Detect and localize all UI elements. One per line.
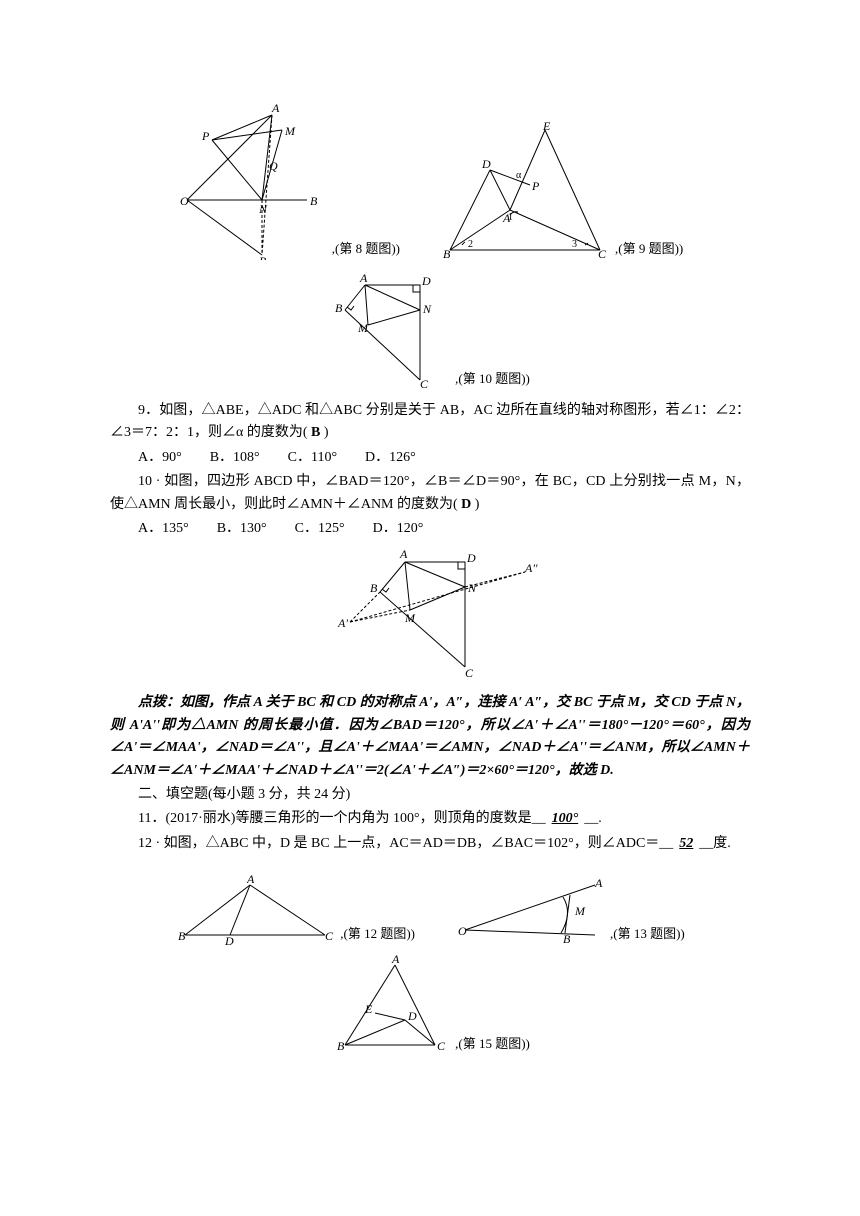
figure-row-8-9: A M P Q O N B R ,(第 8 题图)) xyxy=(110,100,750,260)
svg-text:1: 1 xyxy=(508,212,513,223)
figure-9: E D P α A B C 1 2 3 ,(第 9 题图)) xyxy=(440,120,683,260)
figure-row-15: A E D B C ,(第 15 题图)) xyxy=(110,955,750,1055)
figure-12: A B D C ,(第 12 题图)) xyxy=(175,875,415,945)
figure-12-caption: ,(第 12 题图)) xyxy=(340,924,415,945)
svg-text:E: E xyxy=(364,1002,373,1016)
svg-text:B: B xyxy=(563,932,571,945)
q9-stem: 9．如图，△ABE，△ADC 和△ABC 分别是关于 AB，AC 边所在直线的轴… xyxy=(110,403,750,440)
q10-text: 10 · 如图，四边形 ABCD 中，∠BAD＝120°，∠B＝∠D＝90°，在… xyxy=(110,471,750,516)
q10-answer: D xyxy=(461,497,471,512)
svg-text:α: α xyxy=(516,170,522,181)
svg-text:B: B xyxy=(178,929,186,943)
figure-13: O A M B ,(第 13 题图)) xyxy=(455,875,685,945)
figure-13-svg: O A M B xyxy=(455,875,605,945)
svg-text:B: B xyxy=(370,581,378,595)
svg-text:D: D xyxy=(421,274,431,288)
figure-8: A M P Q O N B R ,(第 8 题图)) xyxy=(177,100,400,260)
q11-text: 11．(2017·丽水)等腰三角形的一个内角为 100°，则顶角的度数是__10… xyxy=(110,808,750,830)
svg-text:A: A xyxy=(246,875,255,886)
svg-text:A: A xyxy=(594,876,603,890)
svg-text:Q: Q xyxy=(269,159,278,173)
svg-text:D: D xyxy=(466,551,476,565)
svg-text:A: A xyxy=(271,101,280,115)
svg-text:D: D xyxy=(224,934,234,945)
svg-text:N: N xyxy=(258,202,268,216)
figure-10-caption: ,(第 10 题图)) xyxy=(455,369,530,390)
q9-options: A．90° B．108° C．110° D．126° xyxy=(110,447,750,469)
svg-text:R: R xyxy=(258,254,267,260)
svg-text:O: O xyxy=(180,194,189,208)
figure-8-caption: ,(第 8 题图)) xyxy=(332,239,400,260)
figure-12-svg: A B D C xyxy=(175,875,335,945)
q12-answer: 52 xyxy=(673,836,699,851)
svg-text:A: A xyxy=(391,955,400,966)
svg-text:C: C xyxy=(598,247,607,260)
q9-end: ) xyxy=(320,425,328,440)
section-2-heading: 二、填空题(每小题 3 分，共 24 分) xyxy=(110,784,750,806)
svg-text:B: B xyxy=(310,194,318,208)
svg-text:D: D xyxy=(481,157,491,171)
q9-answer: B xyxy=(311,425,320,440)
svg-text:M: M xyxy=(574,904,586,918)
svg-text:2: 2 xyxy=(468,239,473,250)
svg-text:O: O xyxy=(458,924,467,938)
svg-text:C: C xyxy=(465,666,474,680)
svg-text:A: A xyxy=(359,271,368,285)
svg-text:M: M xyxy=(357,321,369,335)
svg-text:C: C xyxy=(325,929,334,943)
figure-9-svg: E D P α A B C 1 2 3 xyxy=(440,120,610,260)
svg-text:D: D xyxy=(407,1009,417,1023)
svg-text:A: A xyxy=(399,547,408,561)
figure-13-caption: ,(第 13 题图)) xyxy=(610,924,685,945)
svg-text:N: N xyxy=(422,302,432,316)
q12-text: 12 · 如图，△ABC 中，D 是 BC 上一点，AC＝AD＝DB，∠BAC＝… xyxy=(110,833,750,855)
q10-end: ) xyxy=(471,497,479,512)
q10-options: A．135° B．130° C．125° D．120° xyxy=(110,518,750,540)
q11-end: __. xyxy=(584,811,602,826)
figure-10-svg: A D B N M C xyxy=(330,270,450,390)
svg-text:C: C xyxy=(420,377,429,390)
figure-15-caption: ,(第 15 题图)) xyxy=(455,1034,530,1055)
q9-text: 9．如图，△ABE，△ADC 和△ABC 分别是关于 AB，AC 边所在直线的轴… xyxy=(110,400,750,445)
explanation-text: 点拨：如图，作点 A 关于 BC 和 CD 的对称点 A'，A″，连接 A′ A… xyxy=(110,692,750,782)
svg-text:A'': A'' xyxy=(524,561,538,575)
svg-text:B: B xyxy=(443,247,451,260)
q10-stem: 10 · 如图，四边形 ABCD 中，∠BAD＝120°，∠B＝∠D＝90°，在… xyxy=(110,474,750,511)
figure-row-10b: A D B N M C A' A'' xyxy=(110,542,750,682)
svg-text:3: 3 xyxy=(572,239,577,250)
svg-text:M: M xyxy=(284,124,296,138)
figure-10b-svg: A D B N M C A' A'' xyxy=(320,542,540,682)
svg-text:A': A' xyxy=(337,616,348,630)
svg-text:B: B xyxy=(335,301,343,315)
svg-text:M: M xyxy=(404,611,416,625)
figure-row-10: A D B N M C ,(第 10 题图)) xyxy=(110,270,750,390)
figure-8-svg: A M P Q O N B R xyxy=(177,100,327,260)
figure-row-12-13: A B D C ,(第 12 题图)) O A M B ,(第 13 题图)) xyxy=(110,875,750,945)
q12-stem: 12 · 如图，△ABC 中，D 是 BC 上一点，AC＝AD＝DB，∠BAC＝… xyxy=(138,836,673,851)
figure-15-svg: A E D B C xyxy=(330,955,450,1055)
svg-text:P: P xyxy=(201,129,210,143)
svg-text:E: E xyxy=(542,120,551,133)
figure-15: A E D B C ,(第 15 题图)) xyxy=(330,955,530,1055)
q11-answer: 100° xyxy=(546,811,585,826)
svg-text:B: B xyxy=(337,1039,345,1053)
svg-text:C: C xyxy=(437,1039,446,1053)
svg-text:N: N xyxy=(467,581,477,595)
q11-stem: 11．(2017·丽水)等腰三角形的一个内角为 100°，则顶角的度数是__ xyxy=(138,811,546,826)
svg-text:P: P xyxy=(531,179,540,193)
q12-end: __度. xyxy=(699,836,731,851)
figure-10: A D B N M C ,(第 10 题图)) xyxy=(330,270,530,390)
figure-9-caption: ,(第 9 题图)) xyxy=(615,239,683,260)
